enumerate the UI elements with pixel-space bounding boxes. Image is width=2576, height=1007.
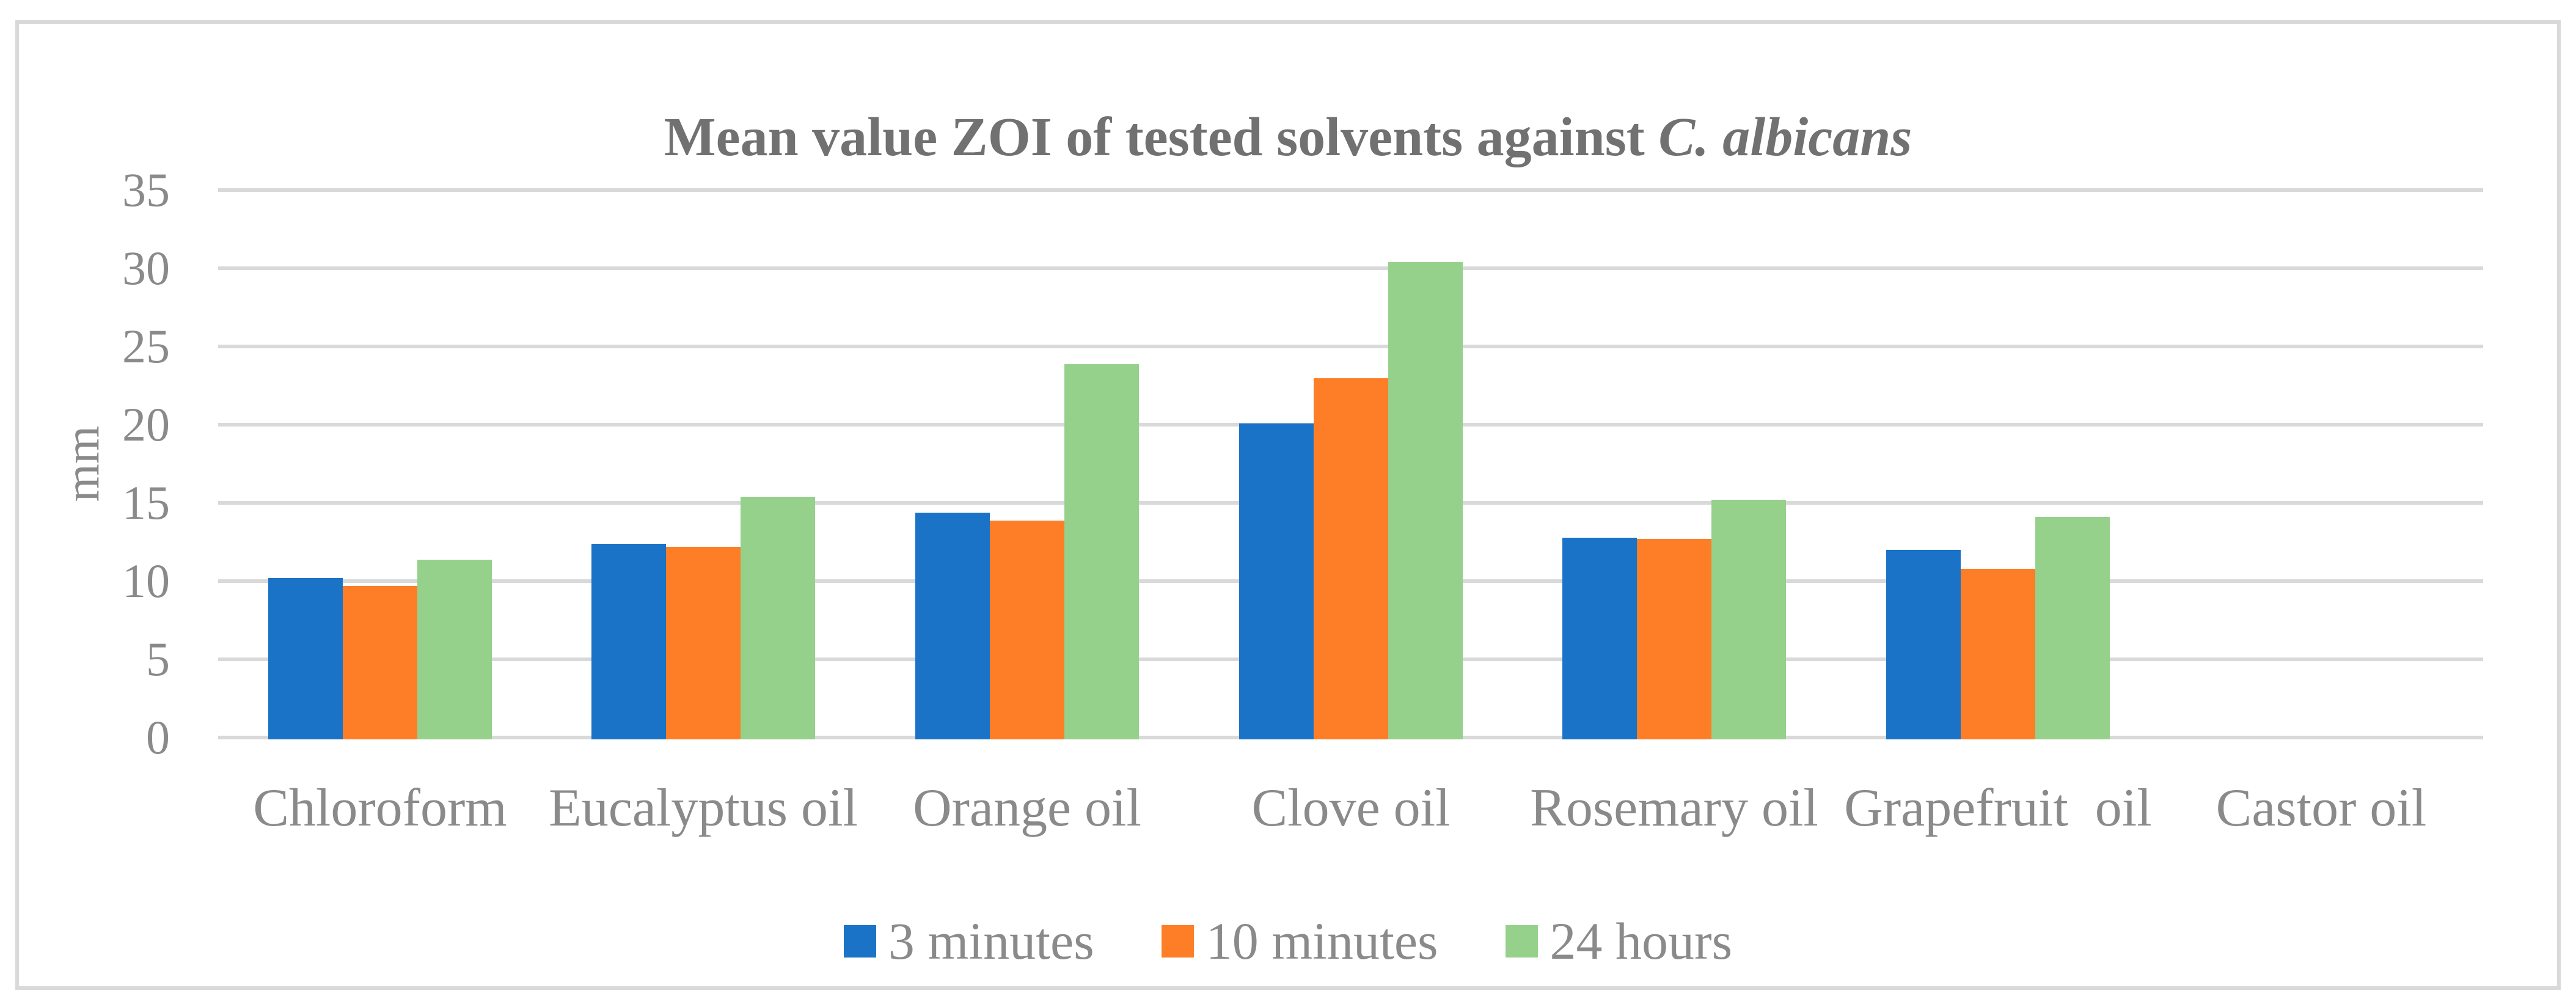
- y-tick-label-20: 20: [122, 398, 170, 451]
- bar-eucalyptus-oil-10-minutes: [666, 547, 741, 739]
- category-label-eucalyptus-oil: Eucalyptus oil: [549, 778, 858, 838]
- legend-item-24-hours: 24 hours: [1505, 912, 1733, 970]
- legend-swatch-icon: [843, 925, 876, 958]
- y-tick-label-10: 10: [122, 554, 170, 607]
- bar-chloroform-10-minutes: [343, 586, 417, 739]
- y-tick-label-30: 30: [122, 241, 170, 295]
- bar-chloroform-24-hours: [417, 560, 492, 739]
- bar-clove-oil-3-minutes: [1239, 423, 1314, 739]
- bar-eucalyptus-oil-24-hours: [741, 497, 815, 739]
- gridline-35: [218, 188, 2483, 192]
- category-label-grapefruit-oil: Grapefruit oil: [1844, 778, 2152, 838]
- y-tick-label-15: 15: [122, 476, 170, 529]
- bar-grapefruit-oil-3-minutes: [1886, 550, 1961, 739]
- bar-chloroform-3-minutes: [268, 578, 343, 739]
- bar-rosemary-oil-24-hours: [1711, 500, 1786, 739]
- bar-eucalyptus-oil-3-minutes: [591, 544, 666, 739]
- y-tick-label-5: 5: [146, 632, 170, 686]
- legend-label: 10 minutes: [1206, 912, 1438, 970]
- bar-orange-oil-3-minutes: [915, 513, 990, 739]
- chart-title-species: C. albicans: [1658, 107, 1912, 167]
- chart-title-text: Mean value ZOI of tested solvents agains…: [664, 107, 1659, 167]
- bar-grapefruit-oil-10-minutes: [1961, 569, 2035, 739]
- legend-label: 24 hours: [1550, 912, 1733, 970]
- y-tick-label-0: 0: [146, 711, 170, 764]
- category-label-castor-oil: Castor oil: [2216, 778, 2427, 838]
- bar-orange-oil-24-hours: [1064, 364, 1139, 739]
- legend-swatch-icon: [1161, 925, 1194, 958]
- bar-clove-oil-24-hours: [1388, 262, 1463, 739]
- y-tick-label-25: 25: [122, 320, 170, 373]
- gridline-25: [218, 345, 2483, 348]
- legend-item-3-minutes: 3 minutes: [843, 912, 1094, 970]
- legend-item-10-minutes: 10 minutes: [1161, 912, 1438, 970]
- gridline-30: [218, 266, 2483, 270]
- bar-clove-oil-10-minutes: [1314, 378, 1388, 739]
- legend-swatch-icon: [1505, 925, 1538, 958]
- y-axis-title: mm: [56, 425, 109, 502]
- legend-label: 3 minutes: [888, 912, 1094, 970]
- category-label-clove-oil: Clove oil: [1251, 778, 1451, 838]
- category-label-rosemary-oil: Rosemary oil: [1530, 778, 1818, 838]
- bar-grapefruit-oil-24-hours: [2035, 517, 2110, 739]
- chart-title: Mean value ZOI of tested solvents agains…: [0, 104, 2576, 171]
- category-label-chloroform: Chloroform: [253, 778, 507, 838]
- category-label-orange-oil: Orange oil: [913, 778, 1141, 838]
- y-tick-label-35: 35: [122, 163, 170, 216]
- chart-outer-border: [15, 20, 2561, 990]
- bar-orange-oil-10-minutes: [990, 521, 1064, 739]
- legend: 3 minutes 10 minutes 24 hours: [0, 915, 2576, 967]
- bar-rosemary-oil-3-minutes: [1562, 538, 1637, 739]
- bar-rosemary-oil-10-minutes: [1637, 539, 1711, 739]
